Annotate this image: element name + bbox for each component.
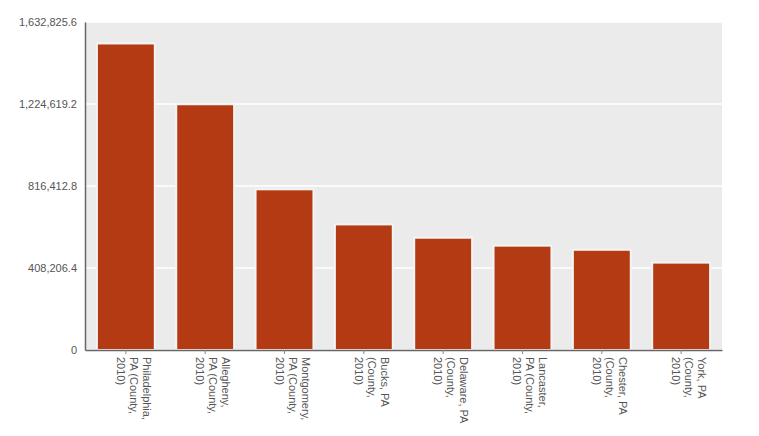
x-tick: York, PA(County,2010) xyxy=(670,350,708,399)
x-tick-label-line: Allegheny, xyxy=(220,357,232,408)
x-tick-label-line: (County, xyxy=(683,357,695,398)
x-tick: Allegheny,PA (County,2010) xyxy=(194,350,232,414)
x-tick-mark xyxy=(601,350,602,354)
y-tick: 0 xyxy=(71,344,85,356)
bar xyxy=(335,224,393,350)
x-tick: Bucks, PA(County,2010) xyxy=(353,350,391,408)
x-tick-label-line: 2010) xyxy=(591,357,603,385)
x-axis-line xyxy=(86,350,723,352)
x-tick-label-line: PA (County, xyxy=(287,357,299,414)
x-tick-label-line: Delaware, PA xyxy=(458,357,470,424)
x-tick-label-line: (County, xyxy=(604,357,616,398)
x-tick-label-line: Lancaster, xyxy=(537,357,549,408)
x-tick-label-line: 2010) xyxy=(670,357,682,385)
y-tick-label: 408,206.4 xyxy=(28,262,77,274)
bar xyxy=(256,189,314,350)
x-tick-label: Chester, PA(County,2010) xyxy=(591,357,629,416)
x-tick-mark xyxy=(205,350,206,354)
bar xyxy=(97,43,155,350)
bars xyxy=(97,43,710,350)
x-tick-label-line: Bucks, PA xyxy=(379,357,391,408)
x-tick-mark xyxy=(522,350,523,354)
y-tick: 816,412.8 xyxy=(28,180,85,192)
x-tick-mark xyxy=(443,350,444,354)
bar xyxy=(652,263,710,350)
x-tick-mark xyxy=(681,350,682,354)
y-tick-label: 0 xyxy=(71,344,77,356)
x-tick-label-line: 2010) xyxy=(432,357,444,385)
x-tick-label-line: PA (County, xyxy=(207,357,219,414)
x-tick-label: Montgomery,PA (County,2010) xyxy=(274,357,312,420)
y-tick: 408,206.4 xyxy=(28,262,85,274)
y-tick: 1,632,825.6 xyxy=(19,16,85,28)
x-tick-label-line: Philadelphia, xyxy=(141,357,153,420)
grid-line xyxy=(85,21,722,23)
y-axis: 0 408,206.4 816,412.8 1,224,619.2 1,632,825.… xyxy=(19,16,86,356)
y-tick-label: 1,224,619.2 xyxy=(19,98,77,110)
x-tick: Montgomery,PA (County,2010) xyxy=(274,350,312,420)
y-tick-label: 1,632,825.6 xyxy=(19,16,77,28)
bar xyxy=(414,238,472,350)
x-tick-label-line: 2010) xyxy=(115,357,127,385)
plot-background xyxy=(85,22,722,350)
x-tick: Lancaster,PA (County,2010) xyxy=(511,350,549,414)
x-tick-label: Lancaster,PA (County,2010) xyxy=(511,357,549,414)
x-tick-mark xyxy=(363,350,364,354)
bar xyxy=(176,104,234,350)
bar xyxy=(573,250,631,350)
x-tick-mark xyxy=(284,350,285,354)
x-tick-label-line: 2010) xyxy=(194,357,206,385)
y-tick-label: 816,412.8 xyxy=(28,180,77,192)
x-tick-label-line: York, PA xyxy=(696,357,708,399)
x-tick-label-line: 2010) xyxy=(511,357,523,385)
y-tick: 1,224,619.2 xyxy=(19,98,85,110)
x-tick-label-line: Chester, PA xyxy=(617,357,629,416)
x-tick-label: York, PA(County,2010) xyxy=(670,357,708,399)
x-tick-label-line: Montgomery, xyxy=(300,357,312,420)
x-tick: Chester, PA(County,2010) xyxy=(591,350,629,416)
x-tick-label-line: 2010) xyxy=(274,357,286,385)
x-tick: Delaware, PA(County,2010) xyxy=(432,350,470,424)
x-tick-mark xyxy=(125,350,126,354)
chart: 0 408,206.4 816,412.8 1,224,619.2 1,632,825.… xyxy=(0,0,759,436)
grid xyxy=(85,22,722,350)
bar xyxy=(494,246,552,350)
x-tick-label-line: (County, xyxy=(366,357,378,398)
x-tick: Philadelphia,PA (County,2010) xyxy=(115,350,153,420)
x-tick-label: Allegheny,PA (County,2010) xyxy=(194,357,232,414)
x-tick-label-line: PA (County, xyxy=(128,357,140,414)
x-tick-label: Philadelphia,PA (County,2010) xyxy=(115,357,153,420)
x-tick-label-line: (County, xyxy=(445,357,457,398)
x-tick-label-line: 2010) xyxy=(353,357,365,385)
plot: 0 408,206.4 816,412.8 1,224,619.2 1,632,825.… xyxy=(19,16,723,424)
x-tick-label: Delaware, PA(County,2010) xyxy=(432,357,470,424)
y-axis-line xyxy=(85,23,87,351)
x-tick-label: Bucks, PA(County,2010) xyxy=(353,357,391,408)
x-tick-label-line: PA (County, xyxy=(524,357,536,414)
x-axis: Philadelphia,PA (County,2010)Allegheny,P… xyxy=(86,350,723,424)
